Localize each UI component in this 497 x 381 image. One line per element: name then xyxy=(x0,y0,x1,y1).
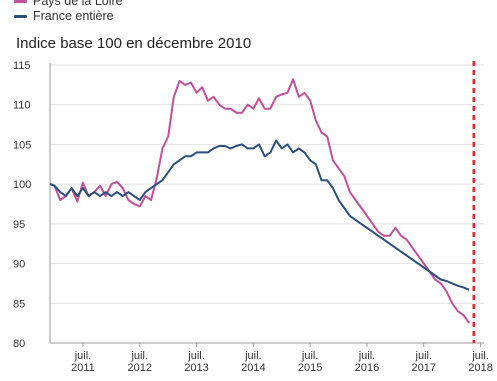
series-line-pays-de-la-loire xyxy=(49,78,471,324)
x-tick-label-month-2018: juil. xyxy=(471,350,489,362)
legend-item-pays-de-la-loire: Pays de la Loire xyxy=(14,0,123,9)
y-tick-110: 110 xyxy=(13,100,31,112)
legend-item-france-entiere: France entière xyxy=(14,9,123,24)
x-tick-label-year-2014: 2014 xyxy=(241,362,265,374)
y-tick-105: 105 xyxy=(13,139,31,151)
chart-subtitle: Indice base 100 en décembre 2010 xyxy=(16,35,252,52)
y-tick-80: 80 xyxy=(13,338,25,350)
legend-label-france-entiere: France entière xyxy=(33,9,114,23)
legend: Pays de la Loire France entière xyxy=(14,0,123,24)
x-tick-label-month-2013: juil. xyxy=(187,350,205,362)
series-line-france-entiere xyxy=(49,139,470,291)
legend-label-pays-de-la-loire: Pays de la Loire xyxy=(33,0,123,8)
legend-swatch-pays-de-la-loire xyxy=(14,0,27,3)
x-tick-label-year-2011: 2011 xyxy=(71,362,95,374)
x-tick-label-year-2017: 2017 xyxy=(412,362,436,374)
x-tick-label-month-2012: juil. xyxy=(130,350,148,362)
y-tick-85: 85 xyxy=(13,298,25,310)
x-tick-label-year-2013: 2013 xyxy=(184,362,208,374)
x-tick-label-month-2014: juil. xyxy=(244,350,262,362)
x-tick-label-month-2017: juil. xyxy=(415,350,433,362)
y-tick-90: 90 xyxy=(13,259,25,271)
x-tick-label-year-2012: 2012 xyxy=(128,362,152,374)
y-tick-115: 115 xyxy=(13,60,31,72)
x-tick-label-year-2018: 2018 xyxy=(468,362,492,374)
legend-swatch-france-entiere xyxy=(14,15,27,18)
x-tick-label-month-2016: juil. xyxy=(358,350,376,362)
x-tick-label-month-2011: juil. xyxy=(74,350,92,362)
x-tick-label-year-2015: 2015 xyxy=(298,362,322,374)
y-tick-95: 95 xyxy=(13,219,25,231)
x-tick-label-year-2016: 2016 xyxy=(355,362,379,374)
y-tick-100: 100 xyxy=(13,179,31,191)
x-tick-label-month-2015: juil. xyxy=(301,350,319,362)
